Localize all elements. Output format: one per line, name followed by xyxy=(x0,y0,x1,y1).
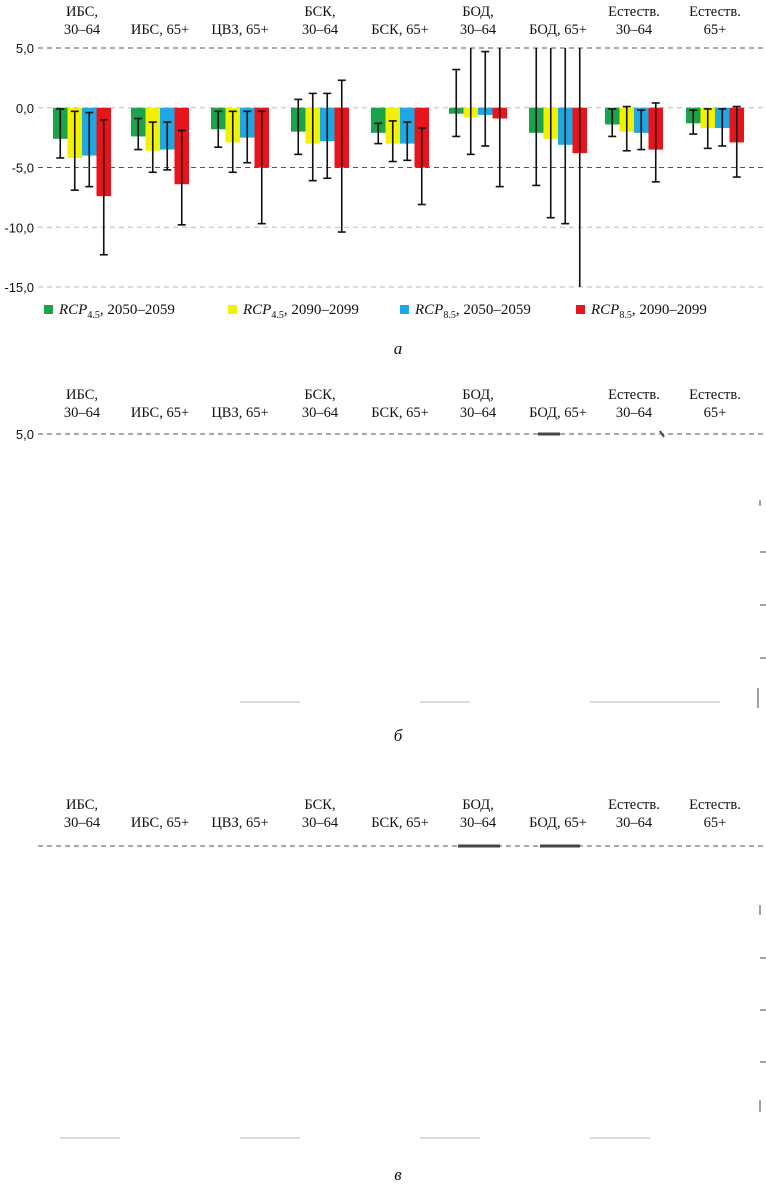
category-label: ИБС, 30–64 xyxy=(64,4,101,38)
legend-label: RCP4.5, 2050–2059 xyxy=(58,302,175,321)
category-label: Естеств. 65+ xyxy=(689,387,741,421)
legend-swatch xyxy=(400,305,409,314)
legend-label: RCP4.5, 2090–2099 xyxy=(242,302,359,321)
edge-marks xyxy=(240,430,766,708)
y-tick-label: -10,0 xyxy=(4,220,34,235)
error-bars xyxy=(56,48,741,287)
legend-swatch xyxy=(228,305,237,314)
panel-label-a: а xyxy=(394,339,403,358)
category-label: БОД, 65+ xyxy=(529,22,587,38)
panel-label-c: в xyxy=(394,1165,402,1184)
panel-c: ИБС, 30–64 ИБС, 65+ ЦВЗ, 65+ БСК, 30–64 БСК, 6… xyxy=(38,797,766,1184)
y-tick-labels: 5,0 0,0 -5,0 -10,0 -15,0 xyxy=(4,41,34,295)
category-label: ЦВЗ, 65+ xyxy=(211,405,268,421)
category-label: БСК, 65+ xyxy=(371,815,429,831)
bar xyxy=(371,107,386,133)
category-label: ИБС, 65+ xyxy=(131,815,189,831)
category-labels: ИБС, 30–64 ИБС, 65+ ЦВЗ, 65+ БСК, 30–64 БСК, 6… xyxy=(64,4,741,38)
category-label: БСК, 65+ xyxy=(371,22,429,38)
legend-label: RCP8.5, 2090–2099 xyxy=(590,302,707,321)
category-label: БОД, 65+ xyxy=(529,405,587,421)
bars xyxy=(53,107,744,197)
panel-label-b: б xyxy=(394,726,403,745)
category-label: БОД, 30–64 xyxy=(460,4,497,38)
category-label: БСК, 65+ xyxy=(371,405,429,421)
category-label: БОД, 30–64 xyxy=(460,387,497,421)
legend: RCP4.5, 2050–2059 RCP4.5, 2090–2099 RCP8.5… xyxy=(44,302,707,321)
category-label: ЦВЗ, 65+ xyxy=(211,22,268,38)
category-label: ЦВЗ, 65+ xyxy=(211,815,268,831)
grid-lines xyxy=(38,47,766,288)
y-tick-label: -15,0 xyxy=(4,280,34,295)
category-label: БОД, 30–64 xyxy=(460,797,497,831)
y-tick-5: 5,0 xyxy=(16,427,34,442)
category-label: Естеств. 30–64 xyxy=(608,4,660,38)
category-label: Естеств. 30–64 xyxy=(608,387,660,421)
category-label: БСК, 30–64 xyxy=(302,387,339,421)
y-tick-label: 0,0 xyxy=(16,101,34,116)
panel-b: ИБС, 30–64 ИБС, 65+ ЦВЗ, 65+ БСК, 30–64 БСК, 6… xyxy=(16,387,766,745)
legend-swatch xyxy=(576,305,585,314)
category-label: ИБС, 65+ xyxy=(131,22,189,38)
category-label: ИБС, 30–64 xyxy=(64,387,101,421)
category-label: Естеств. 30–64 xyxy=(608,797,660,831)
category-labels: ИБС, 30–64 ИБС, 65+ ЦВЗ, 65+ БСК, 30–64 БСК, 6… xyxy=(64,387,741,421)
legend-swatch xyxy=(44,305,53,314)
category-label: ИБС, 65+ xyxy=(131,405,189,421)
panel-a: 5,0 0,0 -5,0 -10,0 -15,0 ИБС, 30–64 ИБС, 65+ ЦВ… xyxy=(4,4,766,358)
category-label: Естеств. 65+ xyxy=(689,4,741,38)
category-label: ИБС, 30–64 xyxy=(64,797,101,831)
y-tick-label: 5,0 xyxy=(16,41,34,56)
y-tick-label: -5,0 xyxy=(12,161,34,176)
edge-marks xyxy=(60,844,766,1139)
category-label: БСК, 30–64 xyxy=(302,4,339,38)
category-label: БОД, 65+ xyxy=(529,815,587,831)
category-label: Естеств. 65+ xyxy=(689,797,741,831)
category-label: БСК, 30–64 xyxy=(302,797,339,831)
category-labels: ИБС, 30–64 ИБС, 65+ ЦВЗ, 65+ БСК, 30–64 БСК, 6… xyxy=(64,797,741,831)
legend-label: RCP8.5, 2050–2059 xyxy=(414,302,531,321)
